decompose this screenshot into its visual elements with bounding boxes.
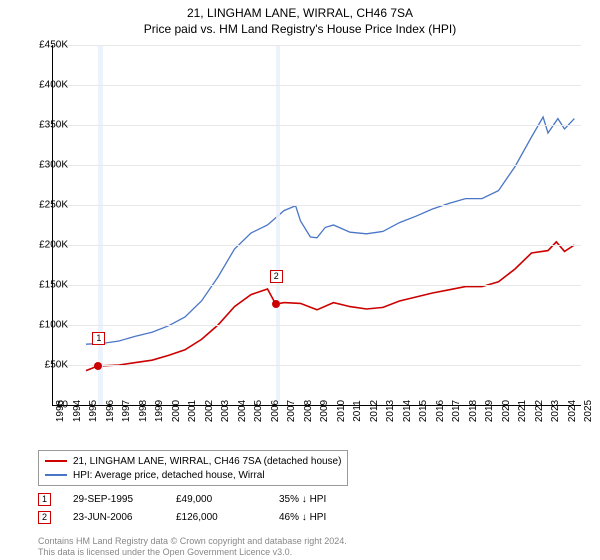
x-axis-label: 1999 (154, 400, 165, 422)
x-axis-label: 2025 (583, 400, 594, 422)
x-axis-label: 2010 (336, 400, 347, 422)
gridline-h (53, 285, 581, 286)
sale-row-marker: 1 (38, 493, 51, 506)
sale-price: £126,000 (176, 512, 261, 523)
x-axis-label: 2002 (204, 400, 215, 422)
y-axis-label: £250K (39, 200, 68, 211)
x-axis-label: 1996 (105, 400, 116, 422)
title-block: 21, LINGHAM LANE, WIRRAL, CH46 7SA Price… (0, 0, 600, 36)
x-axis-label: 2024 (567, 400, 578, 422)
chart-title-address: 21, LINGHAM LANE, WIRRAL, CH46 7SA (0, 6, 600, 20)
chart-subtitle: Price paid vs. HM Land Registry's House … (0, 22, 600, 36)
sale-delta: 35% ↓ HPI (279, 494, 364, 505)
y-axis-label: £50K (45, 360, 68, 371)
sale-row-marker: 2 (38, 511, 51, 524)
gridline-h (53, 125, 581, 126)
legend-box: 21, LINGHAM LANE, WIRRAL, CH46 7SA (deta… (38, 450, 348, 486)
series-svg (53, 45, 581, 405)
sale-row: 2 23-JUN-2006 £126,000 46% ↓ HPI (38, 508, 364, 526)
x-axis-label: 2011 (352, 400, 363, 422)
x-axis-label: 1998 (138, 400, 149, 422)
x-axis-label: 2000 (171, 400, 182, 422)
x-axis-label: 2022 (534, 400, 545, 422)
sale-date: 29-SEP-1995 (73, 494, 158, 505)
sale-row: 1 29-SEP-1995 £49,000 35% ↓ HPI (38, 490, 364, 508)
y-axis-label: £200K (39, 240, 68, 251)
x-axis-label: 1997 (121, 400, 132, 422)
sale-marker-2: 2 (270, 270, 283, 283)
sale-marker-1: 1 (92, 332, 105, 345)
x-axis-label: 2004 (237, 400, 248, 422)
gridline-h (53, 245, 581, 246)
x-axis-label: 2003 (220, 400, 231, 422)
x-axis-label: 2007 (286, 400, 297, 422)
gridline-h (53, 325, 581, 326)
sales-table: 1 29-SEP-1995 £49,000 35% ↓ HPI 2 23-JUN-2006… (38, 490, 364, 526)
x-axis-label: 2017 (451, 400, 462, 422)
y-axis-label: £300K (39, 160, 68, 171)
highlight-band (276, 45, 280, 405)
gridline-h (53, 365, 581, 366)
chart-container: 21, LINGHAM LANE, WIRRAL, CH46 7SA Price… (0, 0, 600, 560)
x-axis-label: 1993 (55, 400, 66, 422)
highlight-band (98, 45, 102, 405)
x-axis-label: 2009 (319, 400, 330, 422)
x-axis-label: 2015 (418, 400, 429, 422)
y-axis-label: £100K (39, 320, 68, 331)
gridline-h (53, 85, 581, 86)
sale-dot-1 (94, 362, 102, 370)
y-axis-label: £400K (39, 80, 68, 91)
plot-area: 12 (52, 45, 581, 406)
legend-swatch (45, 460, 67, 462)
footer-line2: This data is licensed under the Open Gov… (38, 547, 347, 558)
sale-delta: 46% ↓ HPI (279, 512, 364, 523)
x-axis-label: 2012 (369, 400, 380, 422)
footer-attribution: Contains HM Land Registry data © Crown c… (38, 536, 347, 558)
x-axis-label: 2014 (402, 400, 413, 422)
sale-date: 23-JUN-2006 (73, 512, 158, 523)
series-price_paid (86, 242, 574, 371)
x-axis-label: 2020 (501, 400, 512, 422)
x-axis-label: 2013 (385, 400, 396, 422)
legend-item: HPI: Average price, detached house, Wirr… (45, 468, 341, 482)
legend-swatch (45, 474, 67, 476)
x-axis-label: 2023 (550, 400, 561, 422)
legend-label: 21, LINGHAM LANE, WIRRAL, CH46 7SA (deta… (73, 456, 341, 467)
gridline-h (53, 165, 581, 166)
x-axis-label: 2001 (187, 400, 198, 422)
x-axis-label: 2018 (468, 400, 479, 422)
legend-label: HPI: Average price, detached house, Wirr… (73, 470, 265, 481)
x-axis-label: 2019 (484, 400, 495, 422)
legend-item: 21, LINGHAM LANE, WIRRAL, CH46 7SA (deta… (45, 454, 341, 468)
sale-dot-2 (272, 300, 280, 308)
gridline-h (53, 205, 581, 206)
x-axis-label: 2016 (435, 400, 446, 422)
series-hpi (86, 117, 574, 344)
gridline-h (53, 45, 581, 46)
x-axis-label: 2006 (270, 400, 281, 422)
y-axis-label: £450K (39, 40, 68, 51)
x-axis-label: 1995 (88, 400, 99, 422)
x-axis-label: 1994 (72, 400, 83, 422)
x-axis-label: 2005 (253, 400, 264, 422)
sale-price: £49,000 (176, 494, 261, 505)
y-axis-label: £150K (39, 280, 68, 291)
x-axis-label: 2008 (303, 400, 314, 422)
x-axis-label: 2021 (517, 400, 528, 422)
footer-line1: Contains HM Land Registry data © Crown c… (38, 536, 347, 547)
y-axis-label: £350K (39, 120, 68, 131)
